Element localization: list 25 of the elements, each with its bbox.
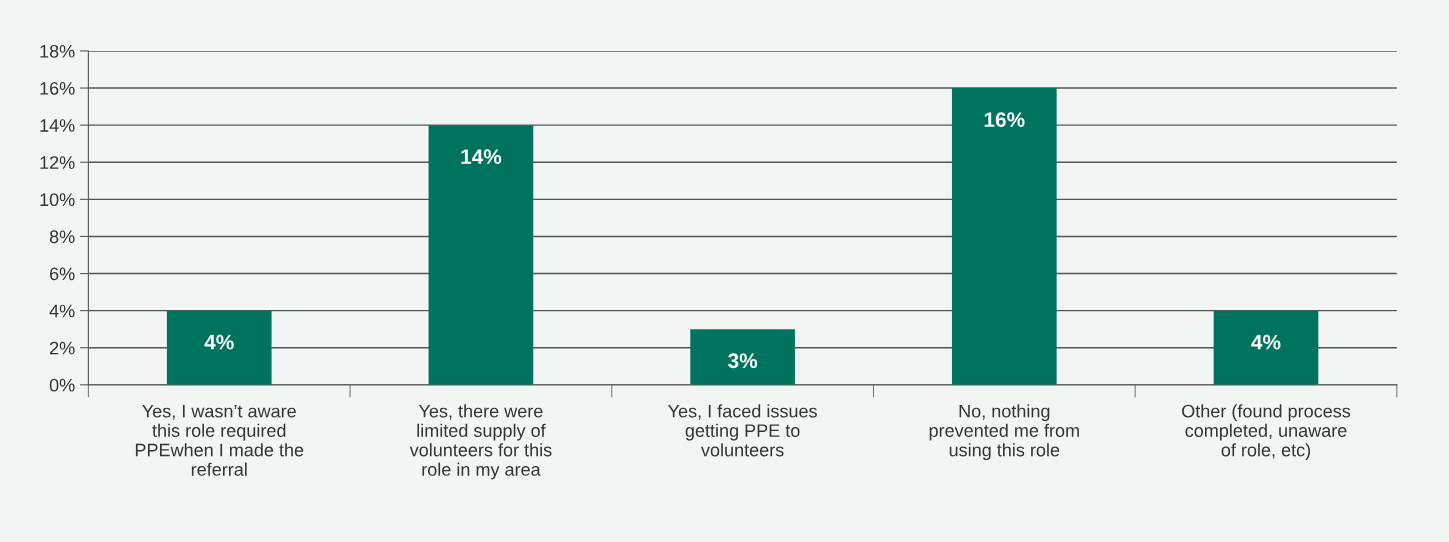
x-tick-label: Other (found process completed, unaware of role, etc): [1182, 404, 1351, 460]
bar: [690, 329, 795, 385]
y-tick-label: 18%: [40, 44, 75, 58]
bar: [428, 125, 534, 385]
y-tick-label: 2%: [50, 341, 75, 355]
y-tick-label: 12%: [40, 156, 75, 169]
y-tick-label: 14%: [40, 119, 75, 132]
x-tick-label: Yes, I faced issues getting PPE to volunteers: [668, 404, 817, 457]
x-tick-label: Yes, there were limited supply of volunteers for this role in my area: [409, 404, 552, 480]
y-tick-label: 6%: [50, 267, 75, 281]
x-tick-label: No, nothing prevented me from using this role: [929, 404, 1079, 460]
data-label: 16%: [984, 112, 1025, 127]
y-tick-label: 16%: [40, 81, 75, 95]
x-tick-label: Yes, I wasn’t aware this role required PPEwhen I made the referral: [135, 404, 304, 476]
bar: [166, 310, 272, 385]
data-label: 4%: [204, 334, 234, 350]
y-tick-label: 10%: [40, 193, 75, 207]
data-label: 14%: [461, 149, 502, 165]
data-label: 4%: [1251, 334, 1281, 350]
y-tick-label: 8%: [49, 230, 75, 244]
bar: [1213, 310, 1319, 385]
bar: [951, 88, 1057, 385]
data-label: 3%: [728, 353, 758, 369]
y-tick-label: 0%: [49, 378, 75, 392]
y-tick-label: 4%: [49, 304, 75, 318]
